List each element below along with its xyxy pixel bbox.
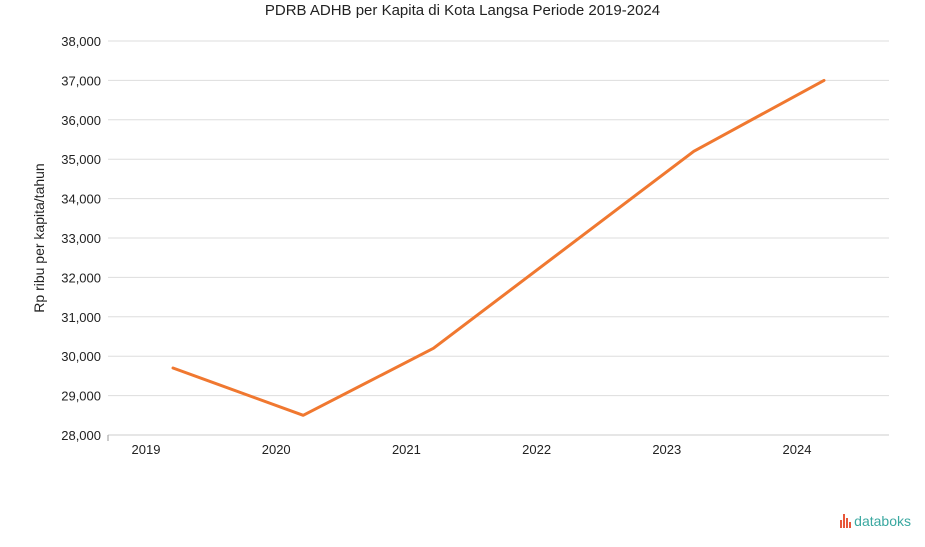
x-tick-label: 2021 bbox=[392, 442, 421, 457]
y-tick-label: 30,000 bbox=[61, 349, 101, 364]
series-line bbox=[171, 78, 826, 417]
x-axis bbox=[107, 434, 889, 441]
y-axis-ticks: 28,000 29,000 30,000 31,000 32,000 33,000 34,0… bbox=[61, 34, 101, 443]
x-tick-label: 2023 bbox=[652, 442, 681, 457]
y-tick-label: 37,000 bbox=[61, 73, 101, 88]
x-tick-label: 2020 bbox=[262, 442, 291, 457]
brand-name: databoks bbox=[854, 513, 911, 529]
x-tick-label: 2019 bbox=[132, 442, 161, 457]
chart-title: PDRB ADHB per Kapita di Kota Langsa Peri… bbox=[264, 2, 661, 19]
y-tick-label: 35,000 bbox=[61, 152, 101, 167]
y-tick-label: 36,000 bbox=[61, 113, 101, 128]
y-tick-label: 32,000 bbox=[61, 270, 101, 285]
x-tick-label: 2022 bbox=[522, 442, 551, 457]
databoks-logo-icon bbox=[840, 514, 852, 528]
gridlines bbox=[108, 40, 889, 397]
y-axis-label: Rp ribu per kapita/tahun bbox=[31, 163, 47, 312]
y-tick-label: 31,000 bbox=[61, 310, 101, 325]
y-tick-label: 34,000 bbox=[61, 192, 101, 207]
brand-logo: databoks bbox=[840, 513, 911, 529]
x-tick-label: 2024 bbox=[783, 442, 812, 457]
series-layer bbox=[171, 78, 826, 417]
y-tick-label: 38,000 bbox=[61, 34, 101, 49]
y-tick-label: 29,000 bbox=[61, 389, 101, 404]
y-tick-label: 33,000 bbox=[61, 231, 101, 246]
x-axis-ticks: 2019 2020 2021 2022 2023 2024 bbox=[132, 442, 812, 457]
y-tick-label: 28,000 bbox=[61, 428, 101, 443]
